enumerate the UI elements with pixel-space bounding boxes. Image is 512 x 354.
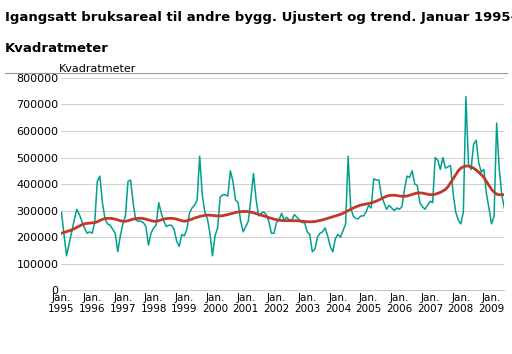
Text: Kvadratmeter: Kvadratmeter (59, 64, 137, 74)
Text: Igangsatt bruksareal til andre bygg. Ujustert og trend. Januar 1995-juni 2009.: Igangsatt bruksareal til andre bygg. Uju… (5, 11, 512, 24)
Text: Kvadratmeter: Kvadratmeter (5, 42, 109, 56)
